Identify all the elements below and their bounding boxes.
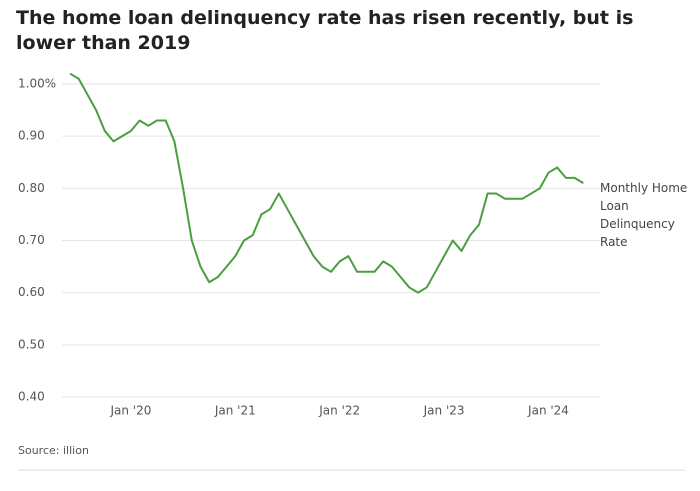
source: Source: illion bbox=[18, 444, 89, 457]
y-tick-label: 1.00% bbox=[18, 77, 56, 91]
x-tick-label: Jan '24 bbox=[527, 404, 569, 418]
x-tick-label: Jan '22 bbox=[318, 404, 360, 418]
x-tick-label: Jan '23 bbox=[423, 404, 465, 418]
y-tick-label: 0.60 bbox=[18, 285, 45, 299]
y-tick-label: 0.90 bbox=[18, 129, 45, 143]
x-tick-label: Jan '21 bbox=[214, 404, 256, 418]
data-line bbox=[69, 72, 584, 294]
y-tick-label: 0.70 bbox=[18, 233, 45, 247]
x-tick-label: Jan '20 bbox=[109, 404, 151, 418]
series-label: Monthly Home Loan Delinquency Rate bbox=[600, 181, 688, 249]
chart-title: The home loan delinquency rate has risen… bbox=[16, 7, 634, 54]
y-tick-label: 0.50 bbox=[18, 337, 45, 351]
y-tick-label: 0.40 bbox=[18, 390, 45, 404]
y-tick-label: 0.80 bbox=[18, 181, 45, 195]
